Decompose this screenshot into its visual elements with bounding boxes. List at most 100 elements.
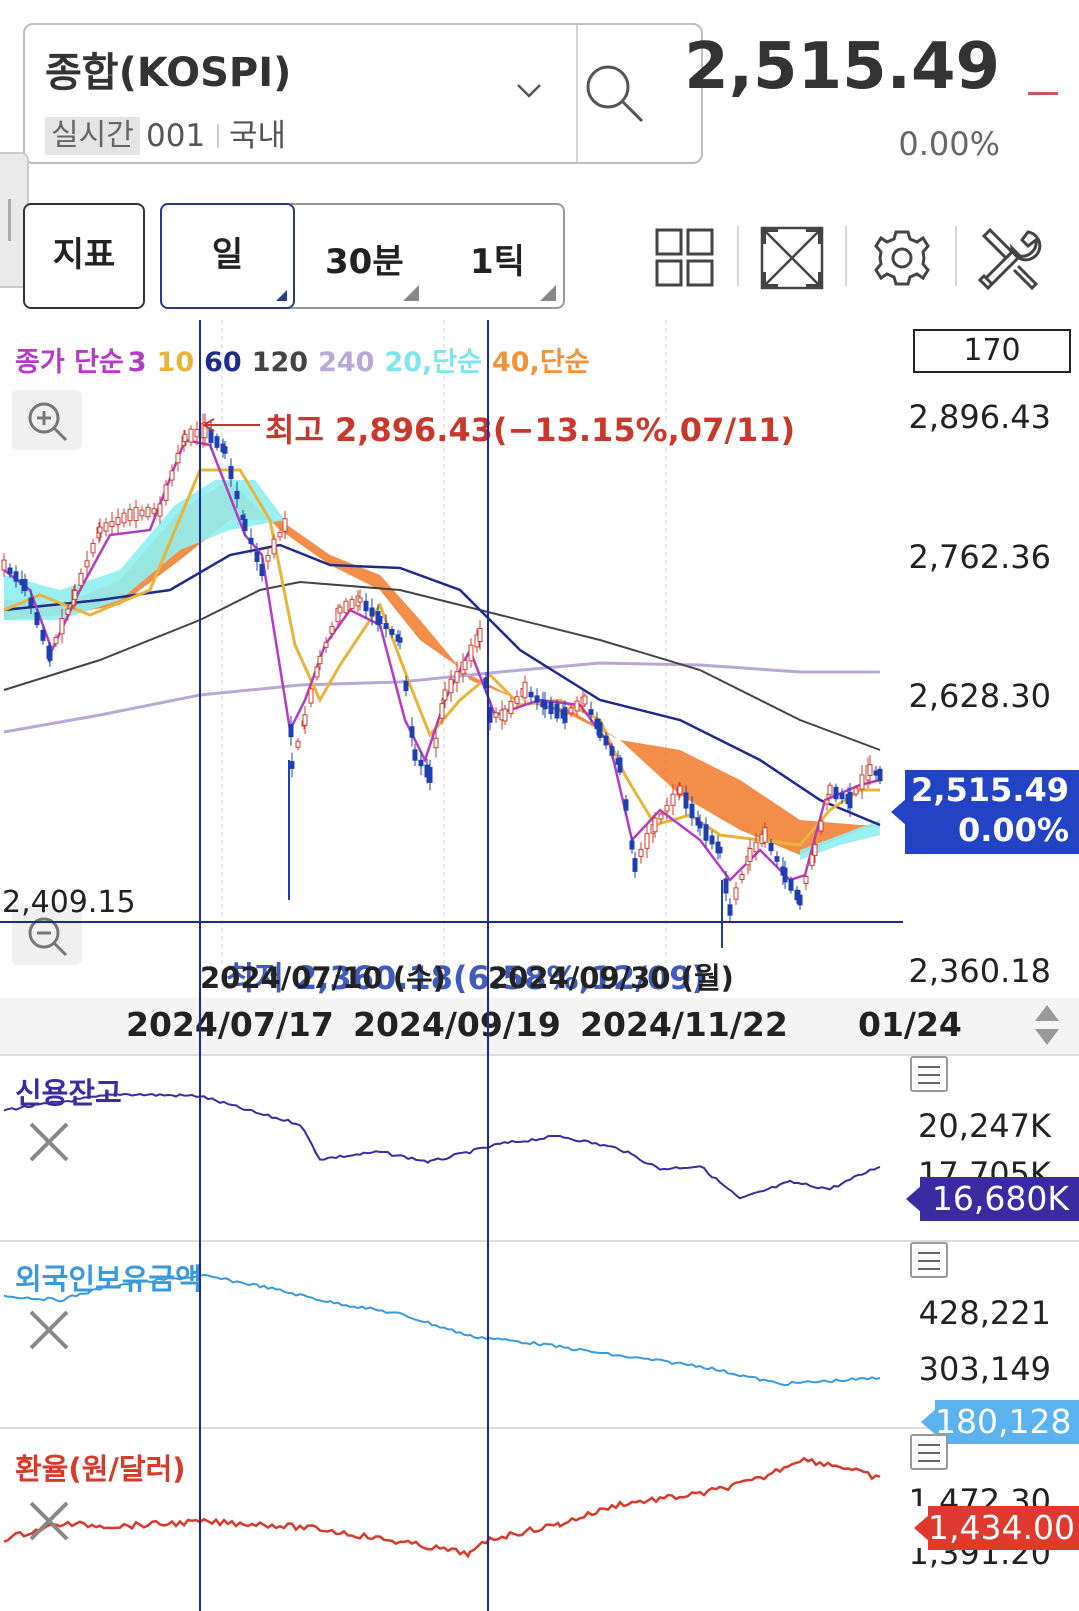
candle <box>240 514 246 521</box>
candle <box>723 878 729 894</box>
ma-legend: 종가 단순 3 10 60 120 240 20,단순 40,단순 <box>15 340 600 379</box>
candle <box>389 629 395 635</box>
period-30min-button[interactable]: 30분 <box>325 242 404 282</box>
candle <box>733 887 739 900</box>
indicator-charts[interactable] <box>0 1054 905 1611</box>
cloud-band <box>800 820 880 860</box>
candle <box>234 490 240 500</box>
legend-ma60: 60 <box>204 347 242 378</box>
moving-average-line <box>3 468 880 847</box>
symbol-name[interactable]: 종합(KOSPI) <box>45 50 292 96</box>
candle <box>90 543 96 554</box>
x-label-2: 2024/09/19 <box>353 1005 561 1044</box>
moving-average-line <box>3 661 880 734</box>
candle <box>308 688 314 704</box>
candle <box>670 793 676 806</box>
candle <box>827 784 833 796</box>
candle <box>442 689 448 701</box>
candle <box>115 517 121 525</box>
period-tick-dropdown[interactable] <box>540 285 556 301</box>
candle <box>867 764 873 776</box>
divider <box>576 25 578 162</box>
candle <box>824 799 830 805</box>
chevron-down-icon[interactable] <box>515 82 543 100</box>
candle <box>803 876 809 884</box>
candle <box>658 813 664 820</box>
candle <box>508 700 514 715</box>
candle <box>288 724 294 738</box>
crosshair-line-1[interactable] <box>199 320 201 1611</box>
candle <box>762 827 768 843</box>
zoom-out-icon[interactable] <box>12 905 82 965</box>
settings-icon[interactable] <box>870 226 934 290</box>
candle <box>809 854 815 866</box>
candle <box>109 521 115 527</box>
grid-layout-icon[interactable] <box>655 228 715 288</box>
indicator-label: 428,221 <box>918 1294 1051 1332</box>
candle <box>282 518 288 532</box>
candle <box>768 843 774 851</box>
panel-divider <box>0 1427 1079 1429</box>
period-day-label: 일 <box>211 235 244 275</box>
candle <box>1 559 7 571</box>
candle <box>277 532 283 538</box>
candle <box>302 714 308 726</box>
candle <box>289 761 295 769</box>
indicator-label: 1,472.30 <box>908 1482 1052 1506</box>
candle <box>214 436 220 448</box>
candle <box>412 749 418 761</box>
candle <box>462 659 468 671</box>
zoom-in-icon[interactable] <box>12 390 82 450</box>
tools-icon[interactable] <box>978 226 1042 290</box>
price-chart[interactable] <box>0 320 905 990</box>
candle <box>343 600 349 614</box>
candle <box>145 506 151 518</box>
candle <box>403 680 409 692</box>
candle <box>202 421 208 439</box>
candle <box>774 856 780 862</box>
market-label: 국내 <box>229 118 287 154</box>
indicator-menu-button[interactable] <box>910 1056 948 1092</box>
badge-foreign: 180,128 <box>935 1402 1072 1441</box>
candle <box>562 707 568 723</box>
candle <box>121 512 127 524</box>
candle <box>242 518 248 532</box>
candle <box>683 792 689 809</box>
scroll-updown-icon[interactable] <box>1032 1003 1062 1047</box>
indicator-label: 20,247K <box>918 1107 1051 1145</box>
candle <box>818 820 824 832</box>
candle-count-box[interactable]: 170 <box>913 329 1071 373</box>
legend-cloud1: 20,단순 <box>384 347 482 378</box>
candle <box>739 873 745 881</box>
candle <box>448 678 454 694</box>
period-day-button[interactable]: 일 <box>160 203 295 309</box>
candle <box>877 768 883 782</box>
divider <box>845 226 847 286</box>
y-label-low: 2,360.18 <box>908 952 1052 990</box>
candle <box>72 589 78 601</box>
candle <box>103 522 109 532</box>
x-axis-bar[interactable] <box>0 998 1079 1054</box>
symbol-code: 001 <box>146 118 206 154</box>
close-icon[interactable] <box>28 1500 70 1542</box>
close-icon[interactable] <box>28 1309 70 1351</box>
candle <box>664 804 670 812</box>
indicator-title-fx: 환율(원/달러) <box>15 1452 186 1486</box>
candle <box>629 840 635 850</box>
fullscreen-icon[interactable] <box>760 226 824 290</box>
indicator-menu-button[interactable] <box>910 1242 948 1278</box>
legend-ma120: 120 <box>251 347 309 378</box>
indicator-button[interactable]: 지표 <box>23 203 145 309</box>
search-icon[interactable] <box>584 63 646 125</box>
candle <box>597 722 603 738</box>
horizontal-line[interactable] <box>0 921 903 923</box>
candle <box>514 696 520 704</box>
close-icon[interactable] <box>28 1121 70 1163</box>
y-label-2: 2,762.36 <box>908 538 1052 576</box>
period-tick-button[interactable]: 1틱 <box>470 242 525 282</box>
crosshair-line-2[interactable] <box>487 320 489 1611</box>
indicator-badge: 180,128 <box>921 1400 1079 1444</box>
period-30min-dropdown[interactable] <box>403 285 419 301</box>
legend-cloud2: 40,단순 <box>491 347 590 378</box>
indicator-menu-button[interactable] <box>910 1434 948 1470</box>
